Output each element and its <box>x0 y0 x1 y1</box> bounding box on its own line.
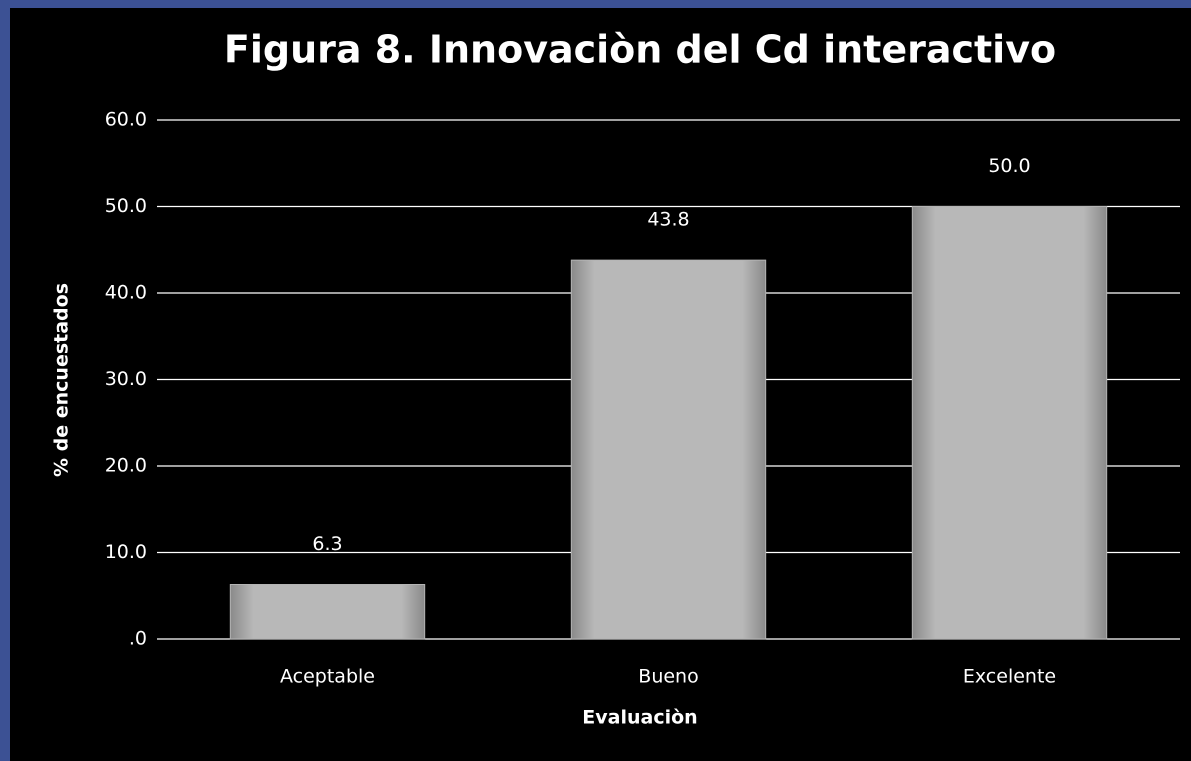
chart-title: Figura 8. Innovaciòn del Cd interactivo <box>224 28 1056 72</box>
x-tick-label: Aceptable <box>280 666 375 688</box>
bar <box>570 259 767 640</box>
data-label: 50.0 <box>988 155 1030 177</box>
bar <box>229 584 426 640</box>
y-tick-label: .0 <box>129 628 147 650</box>
y-tick-label: 40.0 <box>105 282 147 304</box>
x-axis-label: Evaluaciòn <box>582 707 697 729</box>
y-tick-label: 10.0 <box>105 541 147 563</box>
x-tick-label: Excelente <box>963 666 1056 688</box>
y-tick-label: 20.0 <box>105 455 147 477</box>
bar <box>911 206 1108 640</box>
data-label: 6.3 <box>312 533 342 555</box>
chart: Figura 8. Innovaciòn del Cd interactivo … <box>10 8 1191 761</box>
y-tick-label: 30.0 <box>105 368 147 390</box>
y-tick-label: 60.0 <box>105 109 147 131</box>
y-axis-label: % de encuestados <box>51 283 73 477</box>
x-tick-label: Bueno <box>638 666 698 688</box>
data-label: 43.8 <box>647 209 689 231</box>
y-tick-label: 50.0 <box>105 195 147 217</box>
